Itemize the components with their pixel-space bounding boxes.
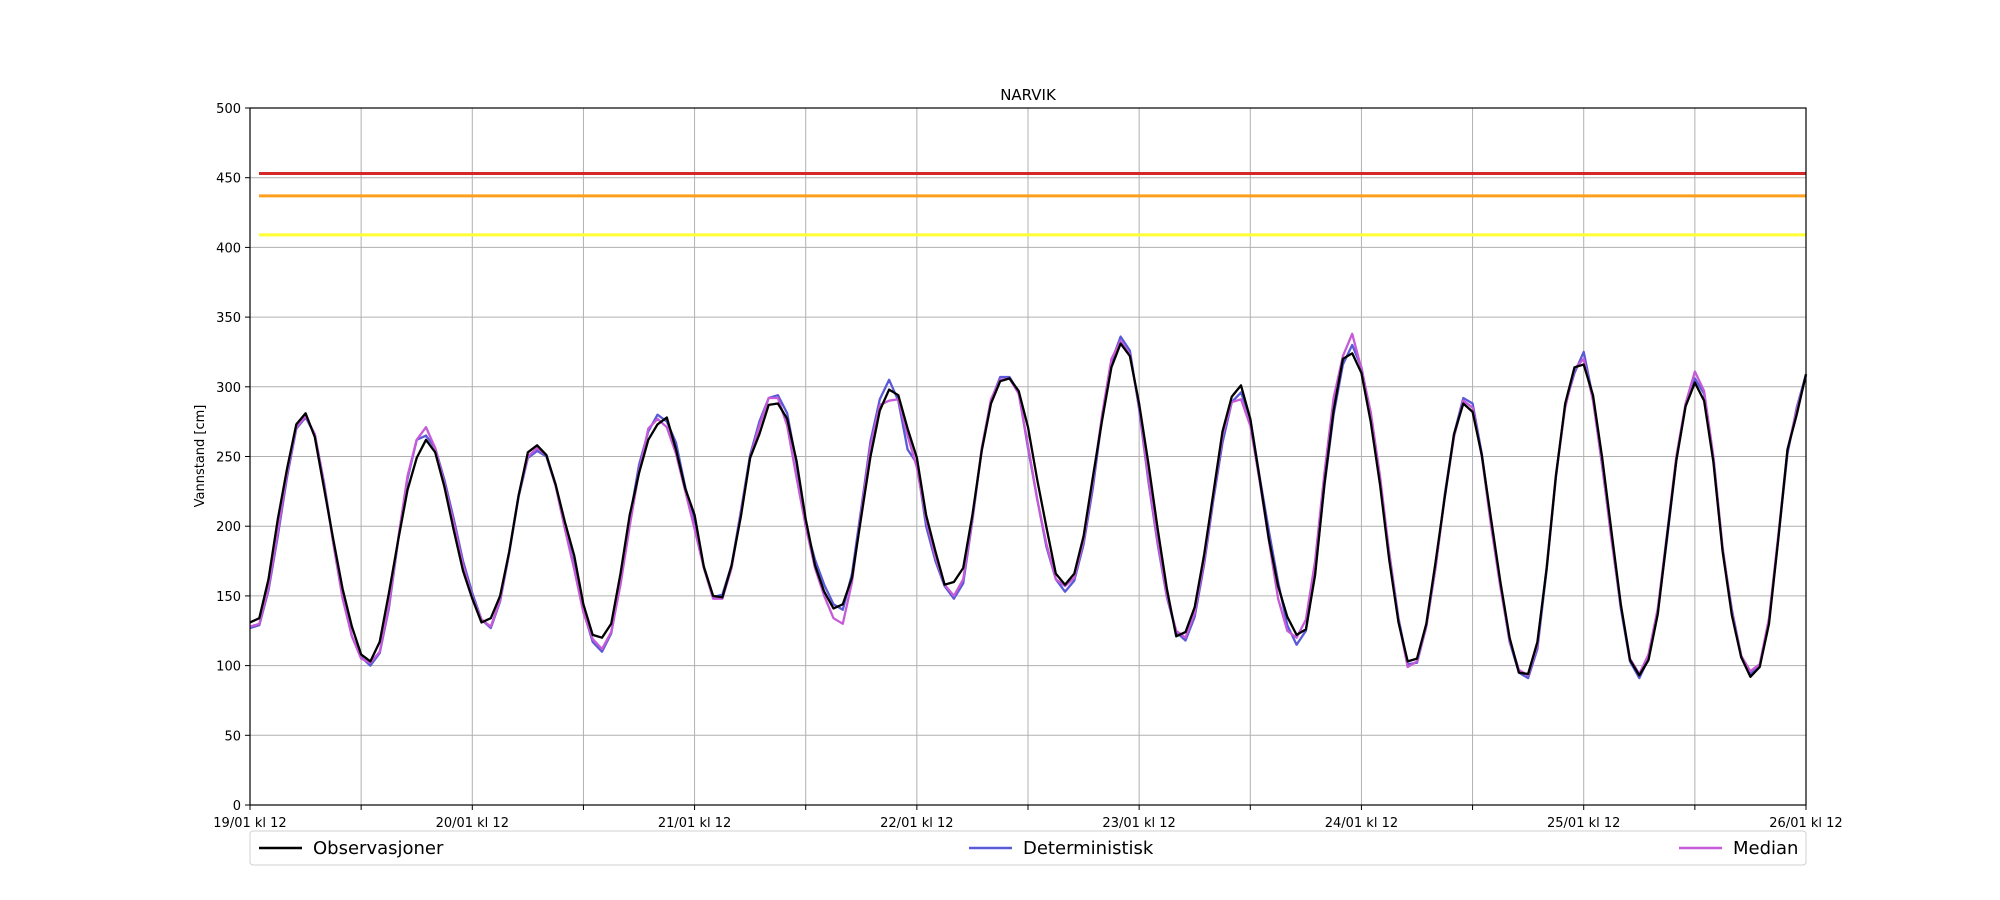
x-tick-label: 19/01 kl 12	[213, 816, 286, 831]
legend-label: Observasjoner	[313, 838, 444, 859]
y-tick-label: 500	[216, 102, 241, 117]
y-tick-label: 0	[233, 799, 241, 814]
x-tick-label: 21/01 kl 12	[658, 816, 731, 831]
y-tick-label: 350	[216, 311, 241, 326]
y-tick-label: 150	[216, 590, 241, 605]
series-lines	[249, 332, 1808, 680]
x-axis: 19/01 kl 12 20/01 kl 12 21/01 kl 12 22/01 k…	[213, 805, 1843, 831]
chart-title: NARVIK	[1000, 86, 1057, 104]
x-tick-label: 23/01 kl 12	[1102, 816, 1175, 831]
legend: Observasjoner Deterministisk Median	[249, 830, 1807, 866]
y-tick-label: 300	[216, 381, 241, 396]
series-line-observasjoner	[249, 342, 1808, 678]
grid	[249, 107, 1807, 806]
y-tick-label: 50	[224, 729, 241, 744]
y-tick-label: 250	[216, 451, 241, 466]
legend-box	[249, 830, 1807, 866]
x-tick-label: 20/01 kl 12	[436, 816, 509, 831]
x-tick-label: 26/01 kl 12	[1769, 816, 1842, 831]
y-tick-label: 100	[216, 660, 241, 675]
x-tick-label: 25/01 kl 12	[1547, 816, 1620, 831]
x-tick-label: 22/01 kl 12	[880, 816, 953, 831]
x-tick-label: 24/01 kl 12	[1325, 816, 1398, 831]
y-axis: 0 50 100 150 200 250 300 350 400 450 500	[216, 102, 250, 814]
y-axis-label: Vannstand [cm]	[193, 405, 208, 508]
y-tick-label: 400	[216, 241, 241, 256]
threshold-lines	[259, 172, 1806, 237]
legend-label: Median	[1733, 838, 1798, 859]
y-tick-label: 450	[216, 172, 241, 187]
y-tick-label: 200	[216, 520, 241, 535]
legend-label: Deterministisk	[1023, 838, 1154, 859]
